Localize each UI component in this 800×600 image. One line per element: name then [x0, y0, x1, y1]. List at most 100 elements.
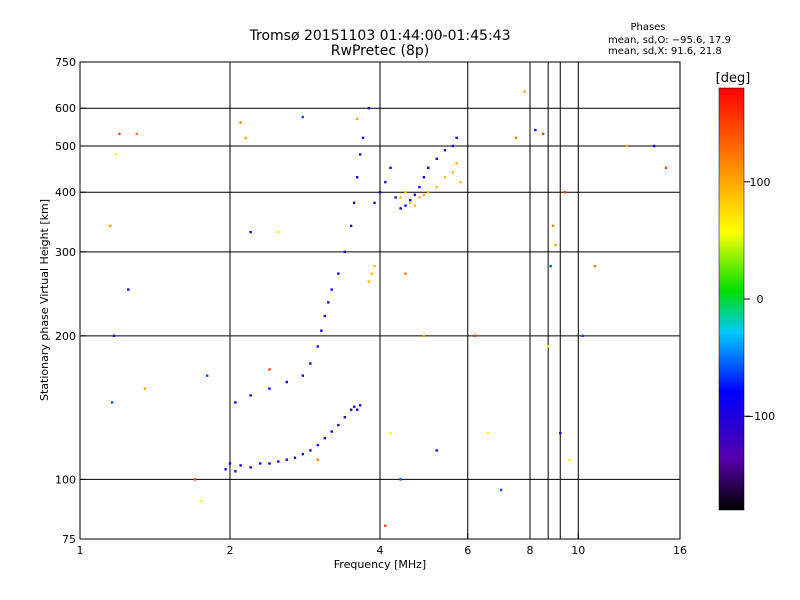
chart-subtitle: RwPretec (8p) [331, 43, 429, 59]
data-point [301, 374, 305, 377]
data-point [389, 431, 392, 435]
data-point [546, 345, 550, 348]
data-point [355, 117, 359, 121]
y-tick-label: 400 [55, 186, 76, 199]
data-point [413, 193, 417, 197]
data-point [593, 264, 597, 268]
x-axis-label: Frequency [MHz] [334, 558, 426, 571]
data-point [143, 387, 147, 390]
chart-title: Tromsø 20151103 01:44:00-01:45:43 [249, 28, 511, 44]
data-point [249, 394, 252, 397]
data-point [109, 224, 112, 228]
data-point [277, 230, 280, 234]
data-point [378, 191, 382, 194]
data-point [399, 196, 402, 199]
data-point [249, 230, 252, 234]
y-tick-label: 750 [55, 56, 76, 69]
data-point [427, 166, 430, 170]
data-point [352, 405, 356, 408]
data-point [205, 374, 209, 377]
data-point [443, 176, 447, 179]
data-point [384, 180, 387, 184]
data-point [559, 431, 562, 435]
x-tick-label: 16 [673, 544, 687, 557]
data-point [435, 157, 438, 161]
data-point [234, 401, 237, 404]
data-point [389, 166, 392, 170]
data-point [563, 191, 567, 194]
data-point [301, 452, 305, 456]
data-point [349, 224, 353, 228]
data-point [112, 334, 116, 338]
data-point [193, 478, 197, 481]
data-point [399, 478, 402, 481]
data-point [110, 401, 114, 404]
data-point [422, 193, 426, 197]
data-point [249, 466, 252, 469]
data-point [355, 408, 359, 411]
data-point [435, 449, 438, 452]
data-point [277, 460, 280, 463]
data-point [337, 272, 340, 275]
phases-x-mode: mean, sd,X: 91.6, 21.8 [608, 46, 722, 57]
data-point [358, 404, 362, 407]
data-point [523, 90, 526, 93]
data-point [554, 243, 557, 247]
data-point [316, 458, 319, 461]
data-point [551, 224, 555, 228]
data-point [394, 196, 397, 199]
colorbar-tick-label: 100 [750, 176, 771, 189]
data-point [384, 524, 387, 527]
data-point [320, 329, 323, 332]
data-point [259, 462, 262, 465]
data-point [228, 462, 232, 465]
y-tick-label: 75 [62, 533, 76, 546]
data-point [343, 416, 347, 419]
data-point [399, 207, 402, 210]
x-tick-label: 2 [227, 544, 234, 557]
axis-ticks: 1 2 4 6 8 10 16 75 100 200 300 400 500 600 750 [55, 56, 687, 557]
data-point [451, 171, 455, 174]
data-point [358, 153, 362, 156]
data-point [541, 132, 545, 136]
data-point [224, 468, 227, 471]
data-point [244, 136, 247, 140]
data-points [109, 90, 668, 527]
data-point [316, 345, 319, 348]
data-point [427, 191, 430, 194]
data-point [285, 380, 288, 384]
data-point [268, 387, 271, 390]
data-point [327, 301, 330, 304]
data-point [409, 198, 412, 202]
data-point [199, 500, 203, 503]
data-point [316, 443, 319, 447]
data-point [422, 334, 426, 338]
data-point [534, 128, 537, 132]
y-tick-label: 500 [55, 140, 76, 153]
grid-lines [80, 62, 680, 539]
y-tick-label: 300 [55, 246, 76, 259]
data-point [323, 314, 327, 318]
data-point [114, 153, 118, 156]
data-point [455, 136, 458, 140]
data-point [309, 449, 312, 452]
y-axis-label: Stationary phase Virtual Height [km] [38, 199, 51, 401]
data-point [473, 334, 477, 338]
data-point [367, 107, 371, 110]
data-point [514, 136, 518, 140]
data-point [404, 272, 407, 275]
colorbar [718, 87, 745, 511]
data-point [268, 368, 271, 371]
data-point [234, 470, 237, 473]
data-point [404, 204, 407, 207]
data-point [443, 148, 447, 152]
data-point [664, 166, 668, 170]
x-tick-label: 8 [527, 544, 534, 557]
data-point [330, 430, 333, 433]
data-point [343, 250, 347, 254]
data-point [549, 264, 552, 268]
data-point [352, 201, 356, 205]
x-tick-label: 4 [377, 544, 384, 557]
data-point [301, 115, 305, 119]
